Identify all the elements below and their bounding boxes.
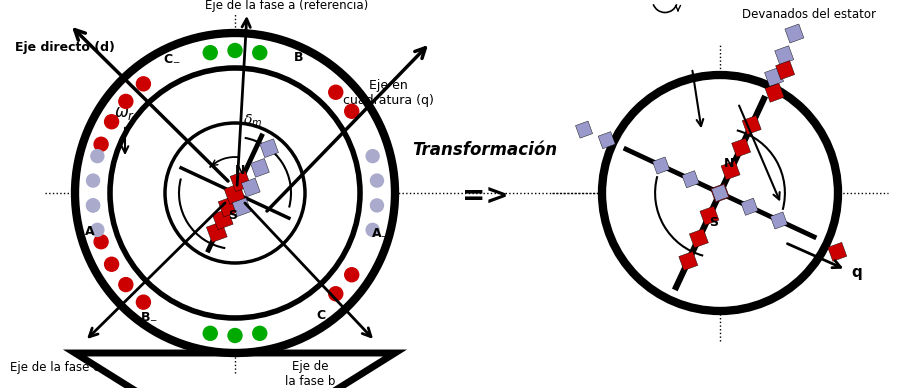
Circle shape: [165, 123, 305, 263]
Circle shape: [136, 295, 151, 309]
Circle shape: [105, 257, 118, 271]
Circle shape: [119, 94, 133, 108]
Circle shape: [328, 287, 343, 301]
Circle shape: [228, 329, 242, 343]
Polygon shape: [233, 198, 251, 217]
Circle shape: [366, 223, 379, 236]
Circle shape: [228, 43, 242, 57]
Circle shape: [345, 268, 359, 282]
Circle shape: [371, 174, 383, 187]
Circle shape: [366, 150, 379, 163]
Text: B$_{-}$: B$_{-}$: [140, 309, 158, 322]
Polygon shape: [785, 24, 804, 43]
Polygon shape: [712, 184, 729, 201]
Text: A: A: [86, 225, 95, 238]
Text: Eje en
cuadratura (q): Eje en cuadratura (q): [343, 79, 434, 107]
Circle shape: [91, 223, 104, 236]
Circle shape: [345, 104, 359, 118]
Circle shape: [119, 277, 133, 292]
Circle shape: [203, 326, 217, 340]
Polygon shape: [828, 242, 847, 262]
Polygon shape: [741, 198, 758, 215]
Text: Eje de la fase a (referencia): Eje de la fase a (referencia): [205, 0, 368, 12]
Circle shape: [91, 150, 104, 163]
Polygon shape: [251, 158, 270, 177]
Text: S: S: [228, 209, 237, 222]
Text: q: q: [851, 265, 861, 280]
Polygon shape: [260, 139, 279, 158]
Circle shape: [136, 77, 151, 91]
Circle shape: [94, 137, 108, 151]
Circle shape: [602, 75, 838, 311]
Polygon shape: [689, 229, 708, 248]
Polygon shape: [218, 196, 239, 217]
Text: N: N: [723, 156, 734, 170]
Polygon shape: [770, 212, 787, 229]
Polygon shape: [242, 178, 260, 197]
Circle shape: [105, 115, 118, 129]
Circle shape: [87, 199, 99, 212]
Circle shape: [87, 199, 99, 212]
Circle shape: [94, 235, 108, 249]
Text: S: S: [710, 217, 719, 229]
Polygon shape: [575, 121, 593, 138]
Text: Devanados del estator: Devanados del estator: [742, 9, 876, 21]
Polygon shape: [742, 116, 761, 135]
Polygon shape: [700, 206, 719, 225]
Polygon shape: [212, 209, 233, 230]
Polygon shape: [776, 61, 795, 80]
Text: C$_{-}$: C$_{-}$: [162, 50, 180, 64]
Circle shape: [253, 326, 267, 340]
Polygon shape: [679, 251, 698, 270]
Circle shape: [75, 33, 395, 353]
Polygon shape: [225, 184, 245, 204]
Text: A$_{-}$: A$_{-}$: [371, 225, 389, 238]
Circle shape: [87, 174, 99, 187]
Circle shape: [203, 46, 217, 60]
Polygon shape: [682, 171, 699, 188]
Circle shape: [328, 85, 343, 99]
Polygon shape: [75, 353, 395, 388]
Polygon shape: [721, 161, 740, 180]
Text: $\omega_r$: $\omega_r$: [115, 104, 135, 122]
Text: =>: =>: [462, 182, 509, 210]
Text: Eje de
la fase b: Eje de la fase b: [285, 360, 336, 388]
Polygon shape: [775, 46, 794, 65]
Polygon shape: [652, 157, 669, 174]
Polygon shape: [765, 68, 784, 87]
Polygon shape: [207, 222, 227, 242]
Text: N: N: [235, 164, 245, 177]
Polygon shape: [765, 83, 784, 102]
Text: B: B: [294, 50, 303, 64]
Polygon shape: [732, 138, 750, 157]
Text: Eje de la fase c: Eje de la fase c: [10, 362, 99, 374]
Text: Transformación: Transformación: [412, 141, 557, 159]
Polygon shape: [598, 132, 615, 149]
Text: C: C: [317, 309, 326, 322]
Text: $\delta_m$: $\delta_m$: [244, 113, 262, 129]
Circle shape: [371, 199, 383, 212]
Text: Eje directo (d): Eje directo (d): [15, 42, 115, 54]
Polygon shape: [230, 171, 251, 192]
Polygon shape: [711, 184, 730, 203]
Circle shape: [253, 46, 267, 60]
